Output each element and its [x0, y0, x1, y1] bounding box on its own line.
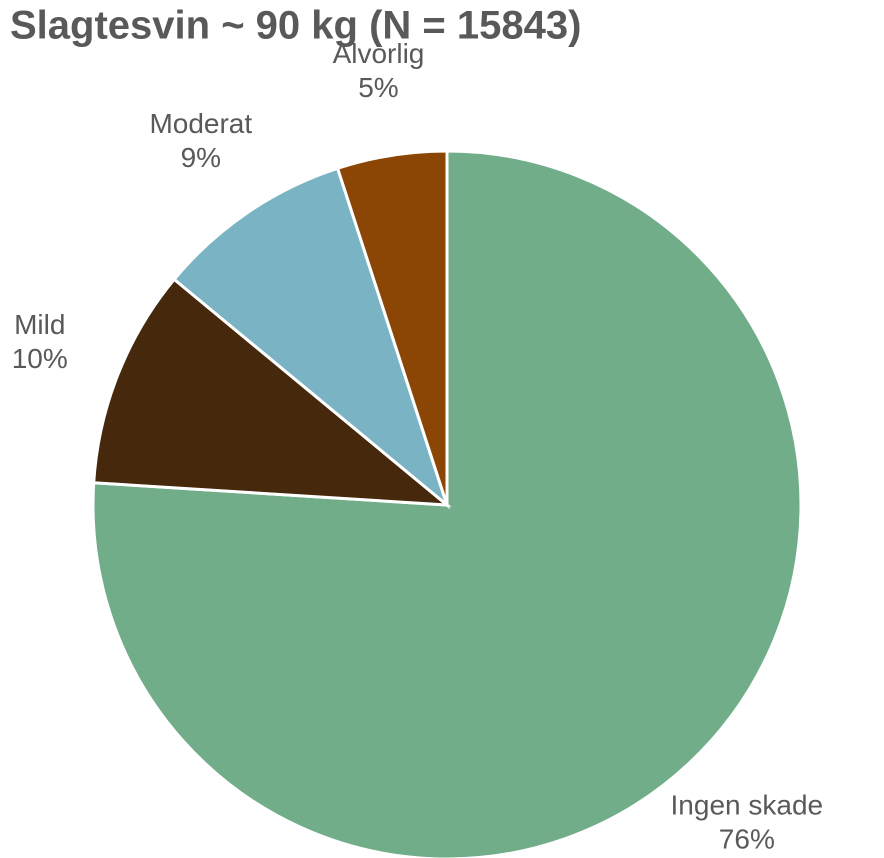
slice-label: Moderat: [149, 108, 252, 139]
slice-label: Alvorlig: [333, 38, 425, 69]
slice-label: Mild: [14, 309, 65, 340]
pie-slice: [172, 166, 451, 510]
slice-value-label: 9%: [181, 142, 221, 173]
slice-value-label: 76%: [719, 824, 775, 855]
chart-title: Slagtesvin ~ 90 kg (N = 15843): [10, 4, 581, 48]
pie-slice: [335, 149, 449, 506]
slice-label: Ingen skade: [671, 790, 824, 821]
pie-slice: [91, 149, 803, 858]
pie-slice: [92, 277, 452, 507]
slice-value-label: 10%: [12, 343, 68, 374]
slice-value-label: 5%: [358, 72, 398, 103]
